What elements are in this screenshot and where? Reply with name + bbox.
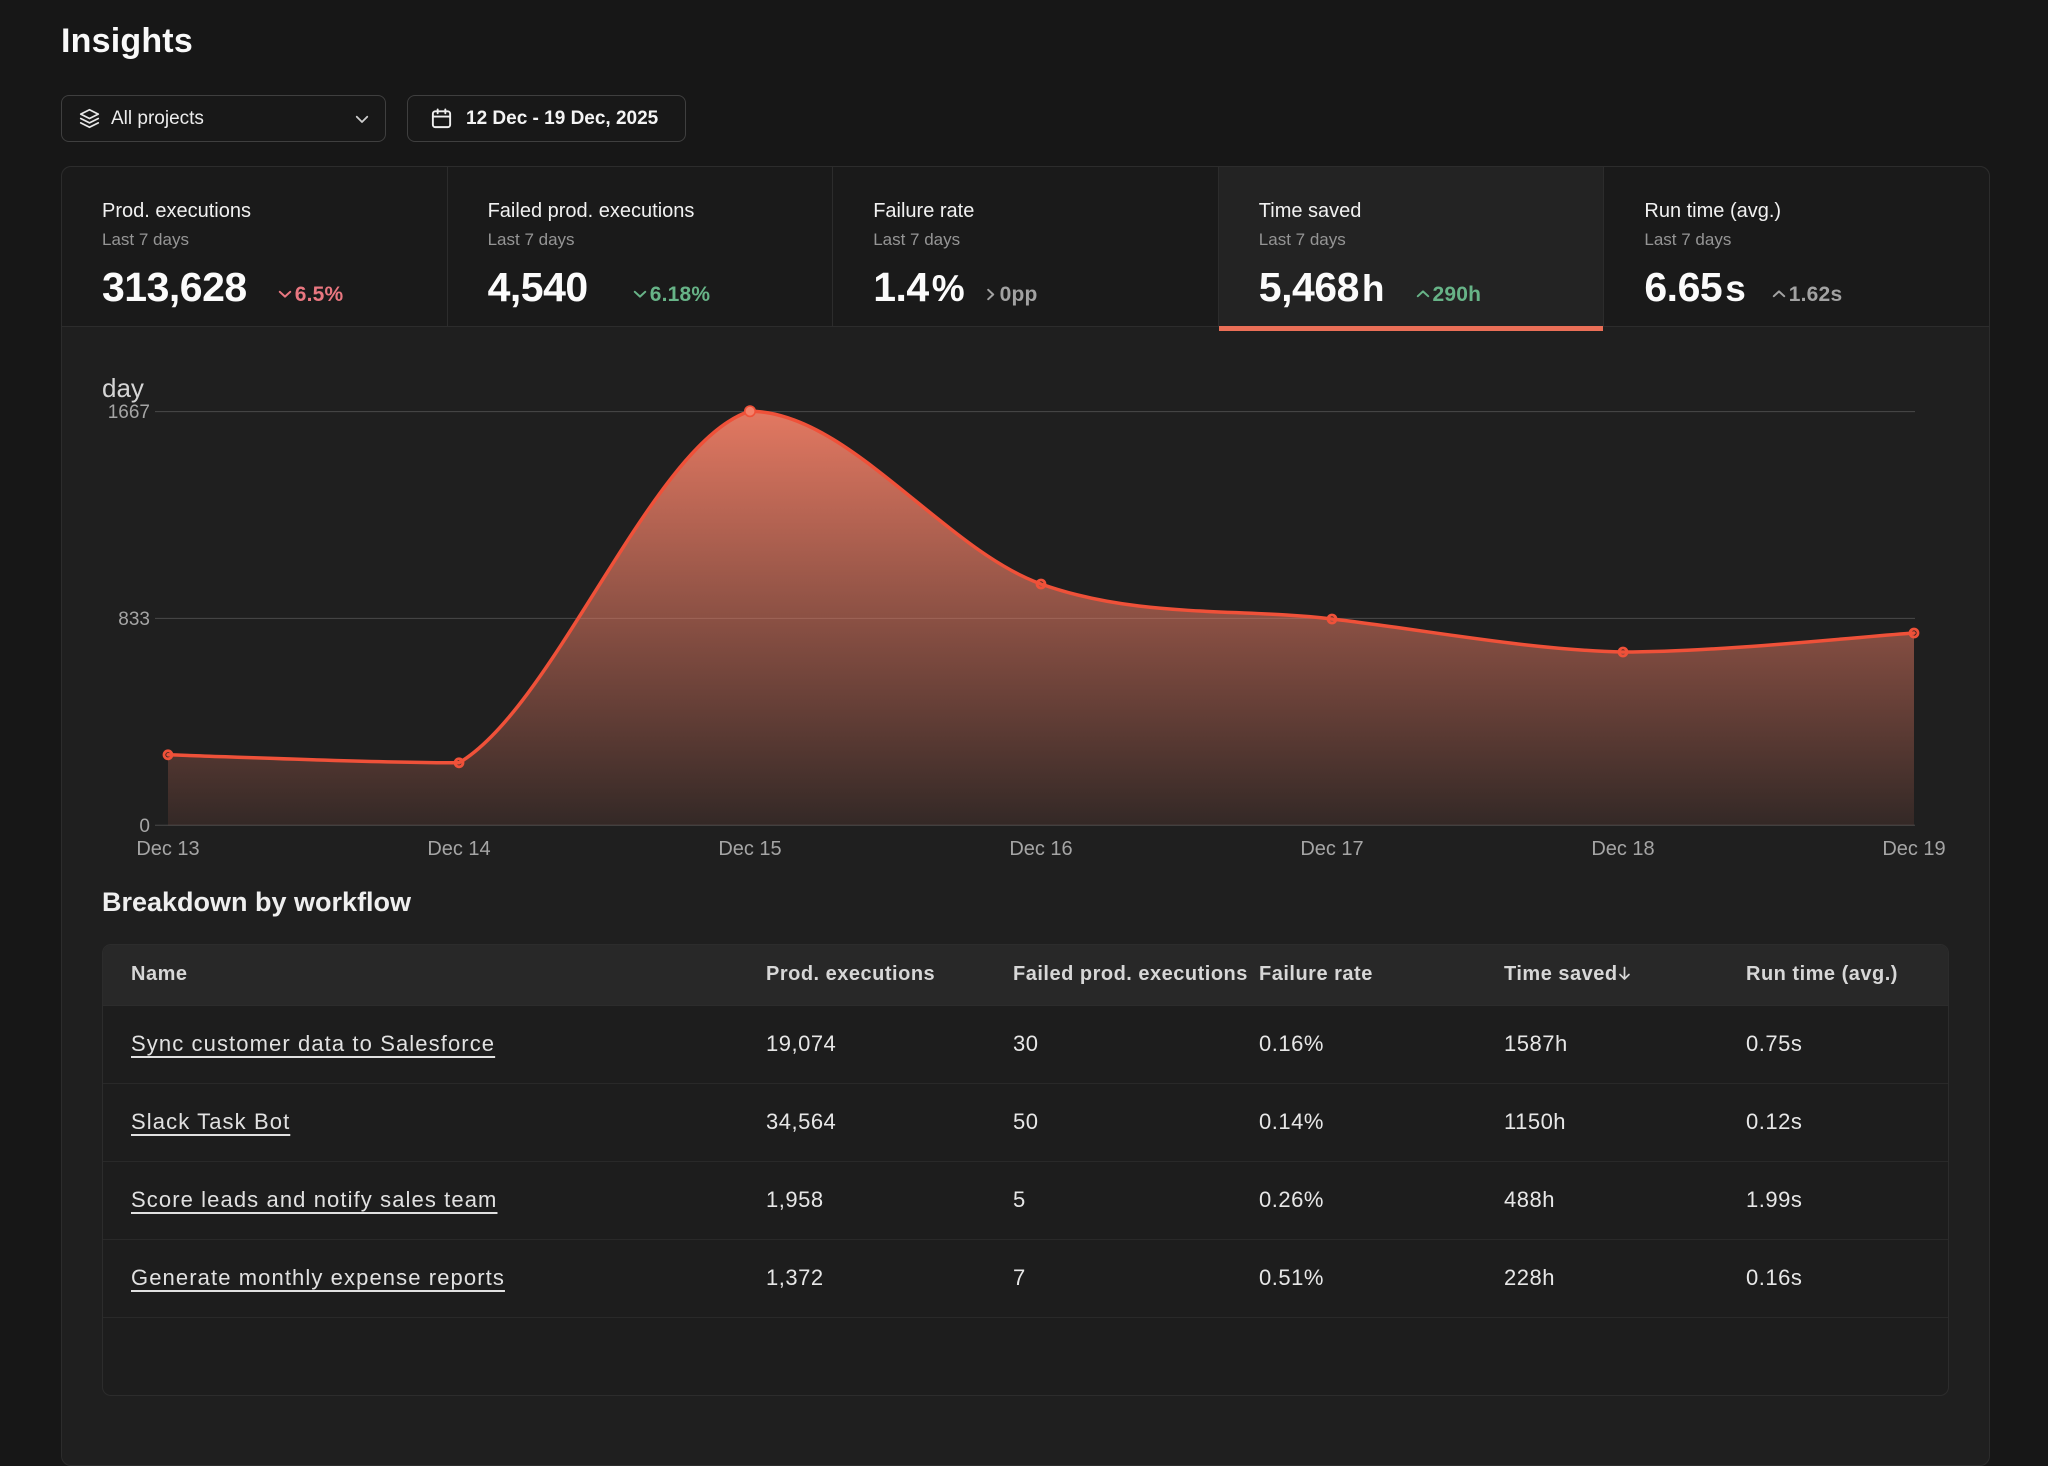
- svg-text:Dec 13: Dec 13: [136, 838, 199, 860]
- svg-text:Dec 18: Dec 18: [1591, 838, 1654, 860]
- svg-text:Dec 14: Dec 14: [427, 838, 490, 860]
- svg-text:Dec 17: Dec 17: [1300, 838, 1363, 860]
- svg-text:1667: 1667: [108, 402, 150, 423]
- svg-text:day: day: [102, 373, 144, 403]
- svg-text:0: 0: [139, 816, 150, 837]
- svg-text:833: 833: [118, 609, 150, 630]
- svg-text:Dec 15: Dec 15: [718, 838, 781, 860]
- svg-text:Dec 16: Dec 16: [1009, 838, 1072, 860]
- svg-text:Dec 19: Dec 19: [1882, 838, 1945, 860]
